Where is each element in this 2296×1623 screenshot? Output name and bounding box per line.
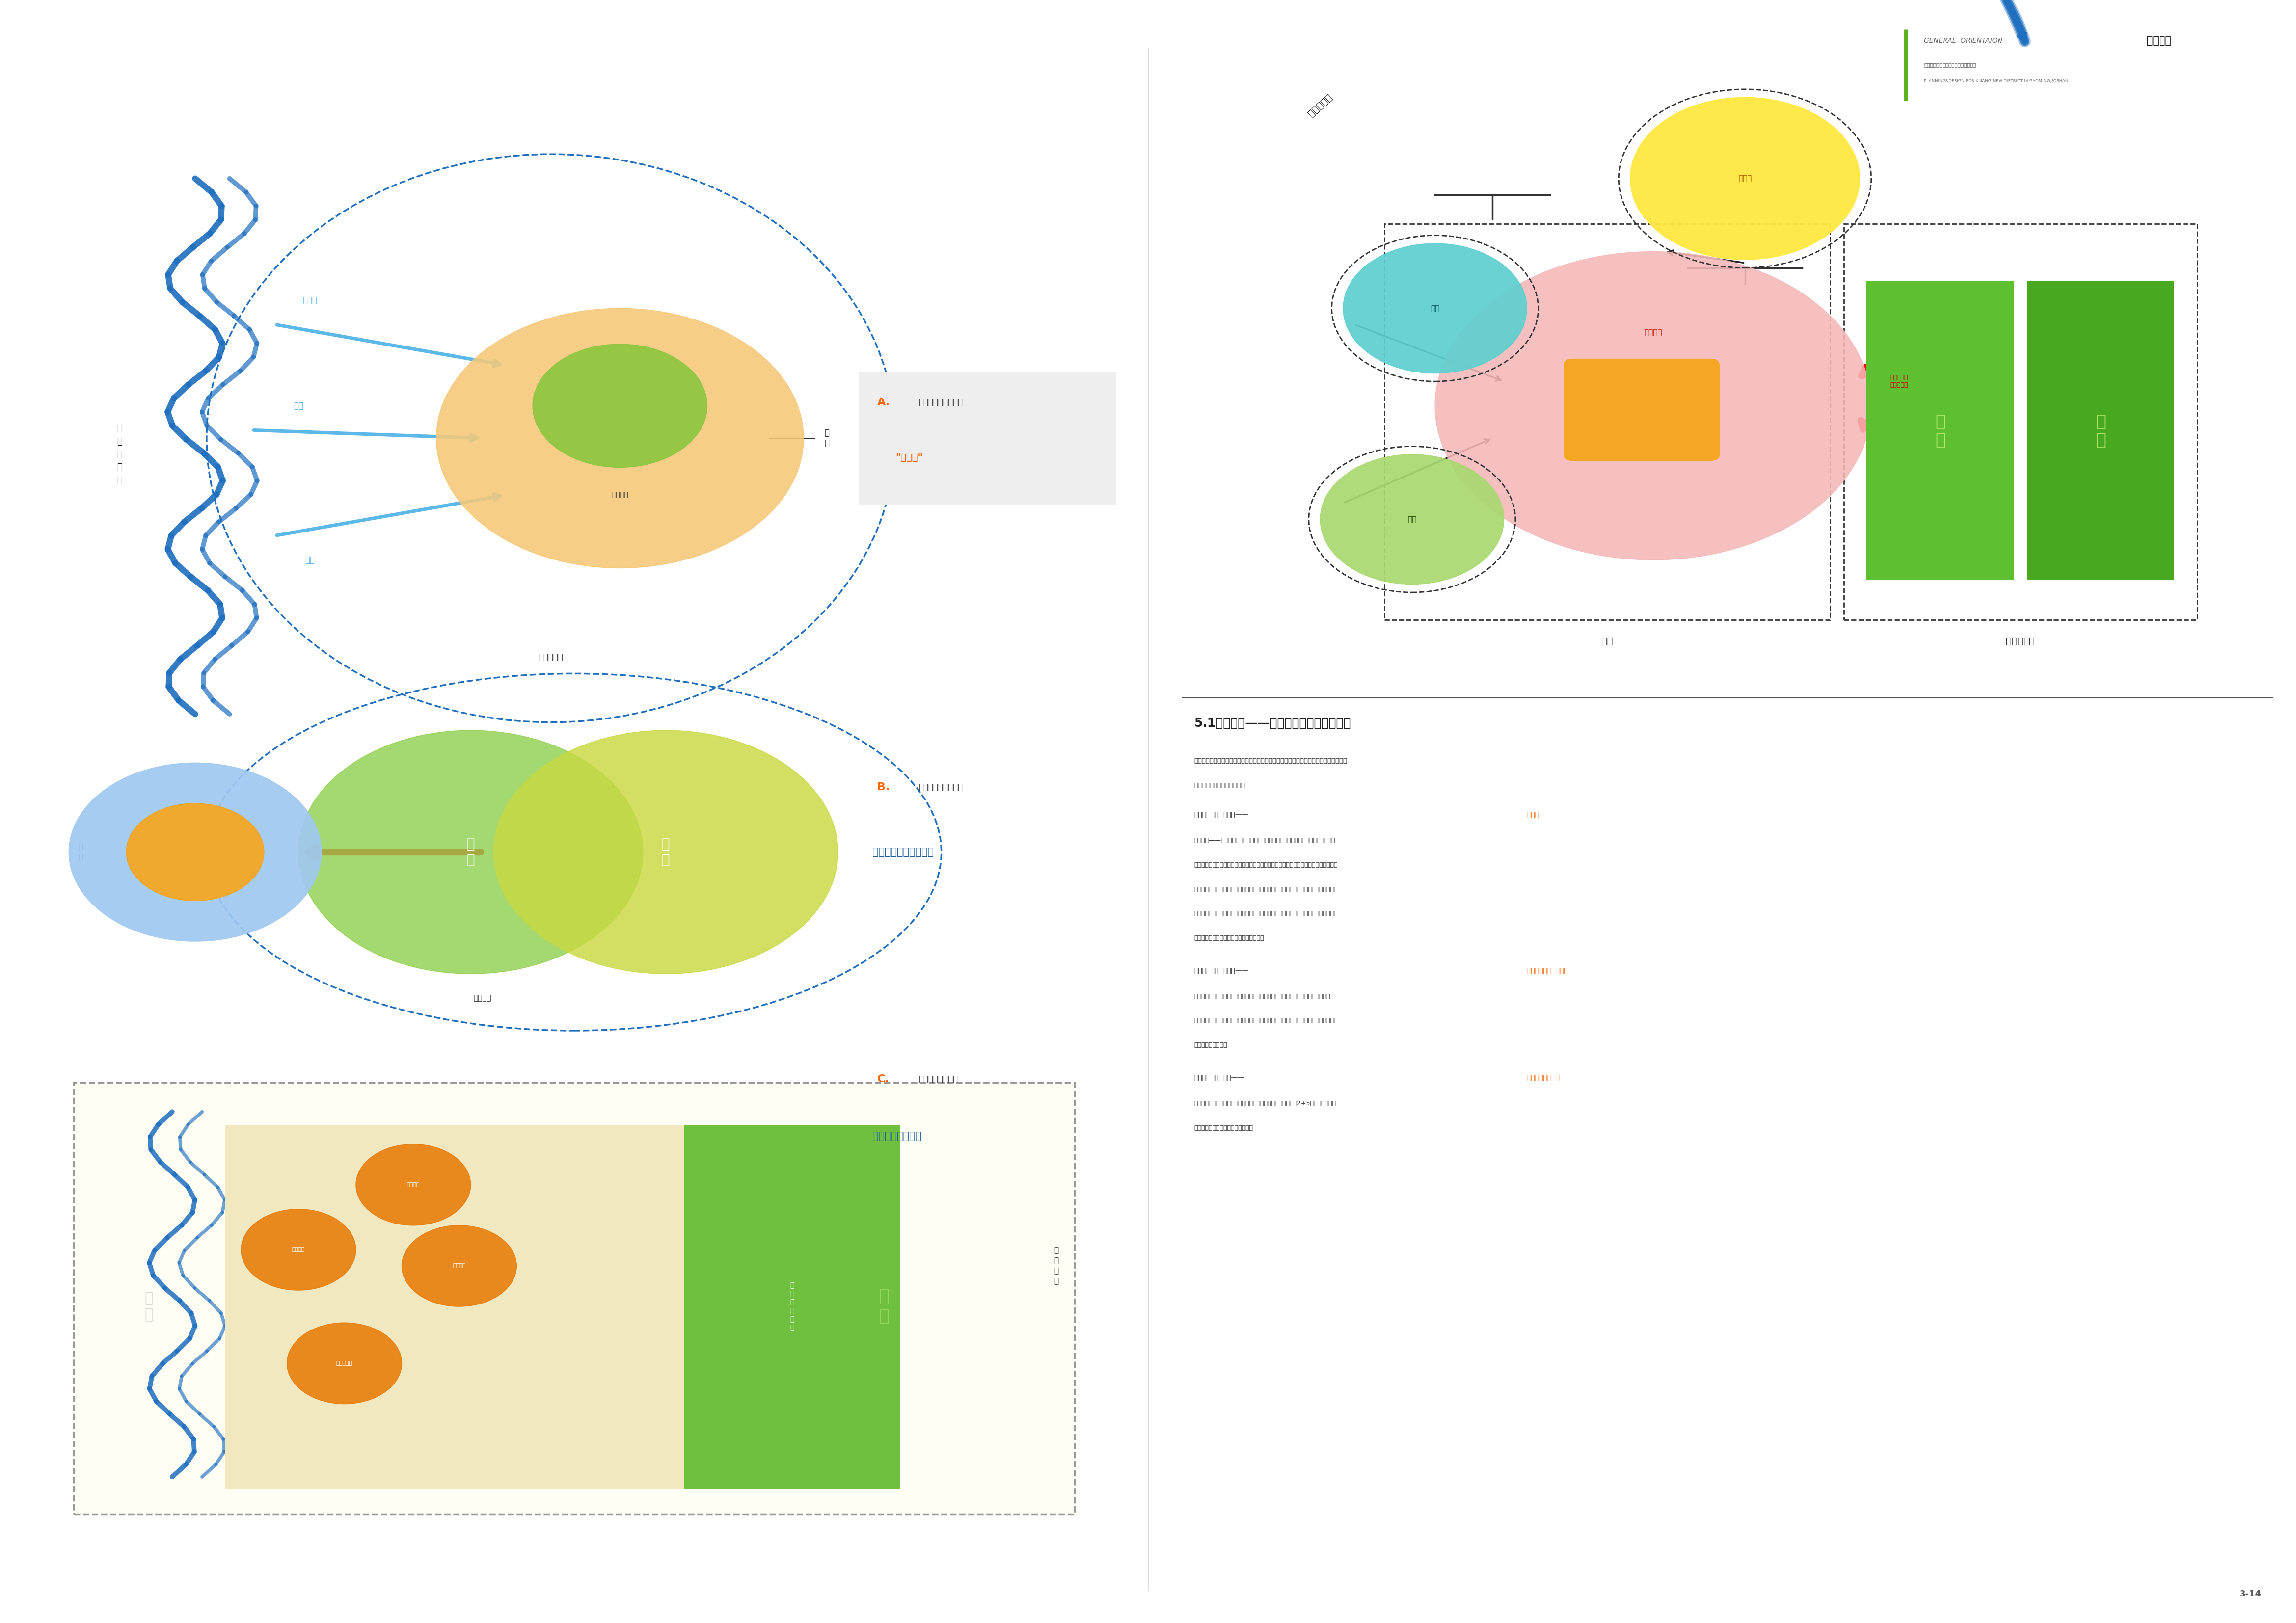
Circle shape — [436, 308, 804, 568]
Text: A.: A. — [877, 398, 891, 407]
Text: 高
明: 高 明 — [145, 1292, 154, 1321]
Text: 滇、黔、桂，可充分利用其劳动力和资源优势，成为珠三角通往泛珠其他省份的通道上的: 滇、黔、桂，可充分利用其劳动力和资源优势，成为珠三角通往泛珠其他省份的通道上的 — [1194, 886, 1339, 893]
Text: 西
江
产
业
带: 西 江 产 业 带 — [117, 424, 122, 485]
FancyBboxPatch shape — [859, 372, 1116, 505]
Text: 生
态
旅
游
基
地: 生 态 旅 游 基 地 — [790, 1282, 794, 1331]
Text: 强化西江新城区作为佛山西江组团核心功能区的作用，构建佛山2+5中的重要节点。: 强化西江新城区作为佛山西江组团核心功能区的作用，构建佛山2+5中的重要节点。 — [1194, 1100, 1336, 1107]
Text: 高
明: 高 明 — [78, 842, 83, 862]
Text: B.: B. — [877, 782, 889, 792]
Text: 重要节点和西江产业带的桥头堡。为西江产业带发展提供产业技术服务、自主研发创新能: 重要节点和西江产业带的桥头堡。为西江产业带发展提供产业技术服务、自主研发创新能 — [1194, 911, 1339, 917]
Text: 西翼现代服务业集聚核: 西翼现代服务业集聚核 — [1527, 967, 1568, 974]
Text: 矿产: 矿产 — [1430, 305, 1440, 312]
Text: 广
州: 广 州 — [661, 837, 670, 867]
Text: 西江新城: 西江新城 — [611, 492, 629, 498]
Text: 5.1区域协同——依江兴城，优化功能定位: 5.1区域协同——依江兴城，优化功能定位 — [1194, 717, 1350, 729]
Circle shape — [1320, 454, 1504, 584]
Circle shape — [494, 730, 838, 974]
Text: 商业中心: 商业中心 — [292, 1246, 305, 1253]
Text: 西江新城: 西江新城 — [1644, 329, 1662, 336]
Text: 制造业基地: 制造业基地 — [335, 1360, 354, 1367]
Text: 总体构想: 总体构想 — [2147, 36, 2172, 45]
Circle shape — [402, 1225, 517, 1307]
Text: 成为功能复合的城市公共活动中心。: 成为功能复合的城市公共活动中心。 — [1194, 1125, 1254, 1131]
Text: 现代服务业集聚核。: 现代服务业集聚核。 — [1194, 1042, 1226, 1048]
Text: 力支持，并设立国际性论坛高端服务功能。: 力支持，并设立国际性论坛高端服务功能。 — [1194, 935, 1263, 941]
Text: 广佛都市圈: 广佛都市圈 — [540, 652, 563, 662]
Text: 西翼现代服务业集聚核: 西翼现代服务业集聚核 — [872, 847, 934, 857]
FancyBboxPatch shape — [684, 1125, 900, 1488]
Text: 高明之于西江产业带: 高明之于西江产业带 — [918, 398, 962, 407]
Text: 城江联动——高明地处西江中下游，位于西江产业带的核心位置，具有承东启西的战: 城江联动——高明地处西江中下游，位于西江产业带的核心位置，具有承东启西的战 — [1194, 837, 1334, 844]
Circle shape — [69, 763, 321, 941]
Text: 行政中心: 行政中心 — [452, 1263, 466, 1269]
Text: 城市公共活动中心: 城市公共活动中心 — [872, 1131, 921, 1141]
Text: 西
橙: 西 橙 — [879, 1289, 889, 1324]
Circle shape — [298, 730, 643, 974]
Text: 资金、人才
技术、管理: 资金、人才 技术、管理 — [1890, 375, 1908, 388]
Circle shape — [356, 1144, 471, 1225]
Text: 广
州: 广 州 — [2096, 412, 2105, 448]
Text: 城市公共活动中心: 城市公共活动中心 — [1527, 1074, 1559, 1081]
Text: PLANNING&DESIGN FOR XIJIANG NEW DISTRICT IN GAOMING,FOSHAN: PLANNING&DESIGN FOR XIJIANG NEW DISTRICT… — [1924, 80, 2069, 83]
Text: 高明之于西江组团: 高明之于西江组团 — [918, 1074, 957, 1084]
Text: 西江新城: 西江新城 — [473, 995, 491, 1001]
Circle shape — [533, 344, 707, 467]
Text: 佛
山: 佛 山 — [1936, 412, 1945, 448]
Text: 高明之于广佛都市圈: 高明之于广佛都市圈 — [918, 782, 962, 792]
Text: C.: C. — [877, 1074, 889, 1084]
FancyBboxPatch shape — [1564, 359, 1720, 461]
Text: 文化中心: 文化中心 — [406, 1182, 420, 1188]
FancyBboxPatch shape — [225, 1125, 693, 1488]
Text: 广佛都市圈: 广佛都市圈 — [2007, 636, 2034, 646]
Circle shape — [1630, 97, 1860, 260]
Text: 佛山市高明区西江新城规划及城市设计: 佛山市高明区西江新城规划及城市设计 — [1924, 62, 1977, 68]
Text: 佛
山: 佛 山 — [466, 837, 475, 867]
Text: 高
明: 高 明 — [824, 428, 829, 448]
Text: 桥头堡: 桥头堡 — [1527, 812, 1538, 818]
Text: 西江新城与西江产业带——: 西江新城与西江产业带—— — [1194, 812, 1249, 818]
Text: 劳动力: 劳动力 — [303, 295, 317, 305]
Text: 略区位，顺江而下连接珠三角核心地区，可承接珠三角核心区的产业转移，溯江而上连通: 略区位，顺江而下连接珠三角核心地区，可承接珠三角核心区的产业转移，溯江而上连通 — [1194, 862, 1339, 868]
Text: 高明西江新城区将建设区域性中心，加强高明在区域发展中的作用和空间联动，为产业发: 高明西江新城区将建设区域性中心，加强高明在区域发展中的作用和空间联动，为产业发 — [1194, 758, 1348, 764]
Text: 展提供创新动力和智慧支持。: 展提供创新动力和智慧支持。 — [1194, 782, 1244, 789]
Text: 西江产业带: 西江产业带 — [1306, 93, 1334, 118]
FancyBboxPatch shape — [1867, 281, 2014, 579]
Circle shape — [126, 803, 264, 901]
Text: 3-14: 3-14 — [2239, 1591, 2262, 1599]
Text: "桥头堡": "桥头堡" — [895, 453, 923, 463]
FancyBboxPatch shape — [2027, 281, 2174, 579]
FancyBboxPatch shape — [73, 1083, 1075, 1514]
Text: 劳动力: 劳动力 — [1738, 175, 1752, 182]
Text: GENERAL  ORIENTAION: GENERAL ORIENTAION — [1924, 37, 2002, 44]
Text: 西江新城与西江组团——: 西江新城与西江组团—— — [1194, 1074, 1244, 1081]
Circle shape — [1343, 243, 1527, 373]
Circle shape — [287, 1323, 402, 1404]
Text: 高明: 高明 — [1600, 636, 1614, 646]
Text: 西江新城与广佛都市圈——: 西江新城与广佛都市圈—— — [1194, 967, 1249, 974]
Text: 资源: 资源 — [305, 555, 315, 565]
Text: 能源: 能源 — [294, 401, 303, 411]
Circle shape — [241, 1209, 356, 1290]
Text: 的发展提供了契机。高明应依托雄厚的产业基础，大力发展现代服务业，成为广佛西翼的: 的发展提供了契机。高明应依托雄厚的产业基础，大力发展现代服务业，成为广佛西翼的 — [1194, 1018, 1339, 1024]
Text: 能源: 能源 — [1407, 516, 1417, 523]
Text: 随着珠三角改革发展纲要的逐步落实，以广佛同城化为核心的珠三角二次发展为高明: 随着珠三角改革发展纲要的逐步落实，以广佛同城化为核心的珠三角二次发展为高明 — [1194, 993, 1329, 1000]
Circle shape — [1435, 252, 1871, 560]
Text: 西
江
组
团: 西 江 组 团 — [1054, 1246, 1058, 1285]
